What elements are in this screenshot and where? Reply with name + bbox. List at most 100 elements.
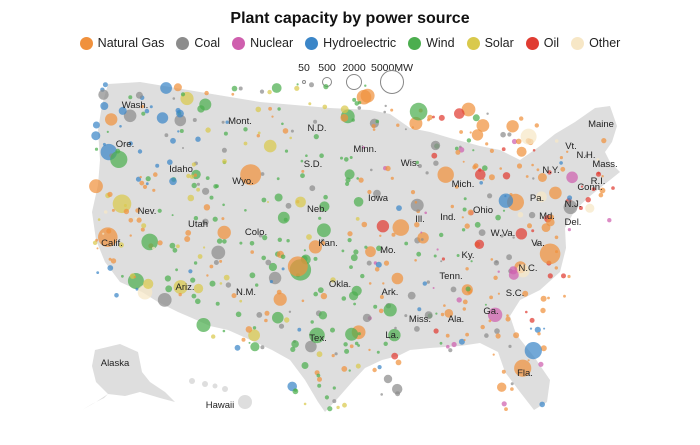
plant-bubble (432, 287, 435, 289)
plant-bubble (262, 235, 268, 241)
plant-bubble (193, 173, 198, 177)
plant-bubble (313, 256, 318, 261)
plant-bubble (332, 399, 337, 404)
plant-bubble (456, 297, 462, 303)
plant-bubble (261, 255, 267, 261)
plant-bubble (607, 218, 612, 223)
plant-bubble (380, 250, 383, 253)
state-label: Tenn. (439, 271, 462, 282)
solar-swatch (466, 36, 480, 50)
state-label: Kan. (318, 238, 338, 249)
plant-bubble (510, 387, 514, 391)
plant-bubble (362, 146, 365, 149)
plant-bubble (374, 267, 380, 272)
plant-bubble (345, 177, 351, 183)
plant-bubble (417, 307, 422, 312)
plant-bubble (409, 102, 428, 121)
state-label: Mo. (380, 245, 396, 256)
plant-bubble (391, 232, 396, 237)
plant-bubble (156, 112, 169, 124)
plant-bubble (534, 123, 539, 128)
plant-bubble (248, 341, 251, 344)
plant-bubble (407, 291, 416, 300)
plant-bubble (203, 246, 206, 249)
state-label: Md. (539, 211, 555, 222)
plant-bubble (222, 159, 227, 164)
plant-bubble (348, 369, 351, 372)
plant-bubble (567, 274, 571, 279)
plant-bubble (260, 172, 265, 176)
plant-bubble (252, 326, 257, 330)
plant-bubble (284, 149, 289, 153)
other-swatch (571, 36, 585, 50)
plant-bubble (197, 254, 203, 259)
plant-bubble (414, 222, 420, 228)
legend-label: Other (589, 36, 621, 50)
plant-bubble (340, 105, 349, 114)
chart-title: Plant capacity by power source (230, 10, 470, 27)
plant-bubble (455, 149, 461, 155)
plant-bubble (264, 318, 268, 323)
plant-bubble (345, 181, 350, 186)
plant-bubble (566, 171, 578, 184)
plant-bubble (141, 233, 158, 251)
plant-bubble (219, 282, 223, 285)
state-label: N.D. (308, 123, 327, 134)
plant-bubble (372, 128, 376, 131)
plant-bubble (263, 139, 277, 153)
plant-bubble (249, 241, 255, 246)
plant-bubble (140, 227, 145, 232)
plant-bubble (538, 361, 544, 367)
plant-bubble (488, 319, 492, 323)
plant-bubble (180, 92, 186, 97)
plant-bubble (334, 352, 338, 356)
state-label: Mass. (592, 159, 617, 170)
plant-bubble (149, 105, 153, 109)
plant-bubble (144, 108, 150, 114)
plant-bubble (152, 188, 156, 192)
plant-bubble (196, 182, 200, 186)
plant-bubble (601, 138, 607, 144)
plant-bubble (202, 187, 210, 195)
plant-bubble (376, 245, 382, 252)
plant-bubble (255, 283, 259, 287)
plant-bubble (256, 312, 263, 318)
plant-bubble (475, 169, 486, 180)
plant-bubble (108, 257, 112, 261)
alaska-shape (92, 344, 175, 402)
plant-bubble (115, 148, 121, 154)
plant-bubble (480, 324, 485, 330)
plant-bubble (493, 260, 500, 266)
plant-bubble (437, 166, 454, 183)
plant-bubble (235, 311, 242, 318)
plant-bubble (525, 175, 529, 178)
plant-bubble (258, 233, 263, 238)
plant-bubble (290, 129, 294, 133)
plant-bubble (414, 201, 418, 204)
plant-bubble (404, 241, 409, 246)
state-label: Mont. (228, 116, 252, 127)
state-label: Minn. (353, 144, 376, 155)
plant-bubble (488, 174, 495, 181)
plant-bubble (269, 280, 273, 284)
plant-bubble (554, 235, 559, 240)
plant-bubble (187, 194, 195, 202)
plant-bubble (464, 223, 470, 229)
plant-bubble (445, 333, 450, 338)
plant-bubble (547, 273, 553, 279)
plant-bubble (157, 293, 172, 307)
state-label: Wash. (122, 100, 149, 111)
plant-bubble (585, 154, 588, 158)
hawaii-island-shape (212, 383, 218, 389)
plant-bubble (598, 192, 604, 198)
plant-bubble (341, 296, 347, 301)
state-label: N.J. (565, 199, 582, 210)
legend-item-coal: Coal (176, 36, 220, 50)
plant-bubble (454, 185, 459, 189)
plant-bubble (135, 287, 139, 291)
plant-bubble (231, 92, 235, 96)
plant-bubble (516, 264, 530, 278)
state-label: Iowa (368, 193, 389, 204)
plant-bubble (155, 163, 160, 168)
